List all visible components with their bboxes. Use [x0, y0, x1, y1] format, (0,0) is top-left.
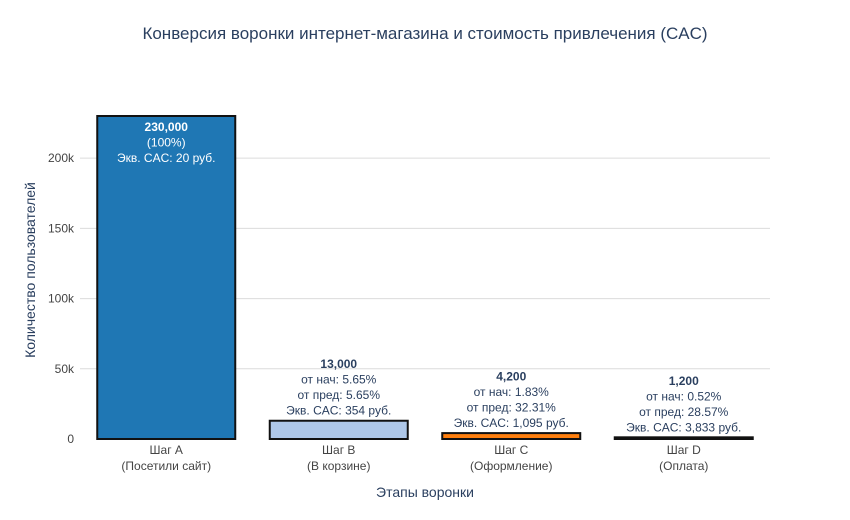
y-tick-label: 150k [48, 221, 75, 235]
bar-1 [96, 115, 237, 440]
data-label: от нач: 5.65% [301, 373, 377, 387]
x-tick-label: (Посетили сайт) [121, 459, 211, 473]
data-label: от нач: 1.83% [474, 385, 550, 399]
data-label: 4,200 [496, 370, 526, 384]
y-tick-label: 200k [48, 151, 75, 165]
data-label: от пред: 32.31% [467, 401, 557, 415]
x-tick-label: (Оформление) [470, 459, 552, 473]
x-tick-label: (Оплата) [659, 459, 708, 473]
chart-title: Конверсия воронки интернет-магазина и ст… [142, 24, 707, 43]
y-axis-title: Количество пользователей [22, 182, 38, 358]
data-label: Экв. CAC: 354 руб. [286, 404, 391, 418]
x-axis-title: Этапы воронки [376, 484, 474, 500]
data-label: от нач: 0.52% [646, 389, 722, 403]
x-tick-label: Шаг C [494, 443, 528, 457]
data-label: Экв. CAC: 3,833 руб. [626, 420, 741, 434]
y-tick-label: 0 [67, 432, 74, 446]
bars [96, 115, 754, 441]
data-label: от пред: 28.57% [639, 405, 729, 419]
bar-2 [268, 419, 409, 440]
y-tick-label: 100k [48, 292, 75, 306]
data-label: Экв. CAC: 20 руб. [117, 151, 215, 165]
x-tick-label: Шаг B [322, 443, 355, 457]
data-label: Экв. CAC: 1,095 руб. [454, 416, 569, 430]
data-label: от пред: 5.65% [297, 388, 380, 402]
bar-3 [441, 432, 582, 441]
data-label: 230,000 [145, 120, 189, 134]
x-tick-label: Шаг D [667, 443, 701, 457]
x-tick-label: (В корзине) [307, 459, 370, 473]
data-label: 1,200 [669, 374, 699, 388]
x-axis-ticks: Шаг A (Посетили сайт) Шаг B (В корзине) Шаг … [121, 443, 708, 473]
data-labels: 230,000 (100%)Экв. CAC: 20 руб. 13,000 от н… [117, 120, 741, 434]
bar-4 [613, 436, 754, 441]
data-label: (100%) [147, 136, 186, 150]
y-axis-ticks: 0 50k 100k 150k 200k [48, 151, 75, 446]
y-tick-label: 50k [55, 362, 75, 376]
x-tick-label: Шаг A [150, 443, 183, 457]
data-label: 13,000 [320, 357, 357, 371]
